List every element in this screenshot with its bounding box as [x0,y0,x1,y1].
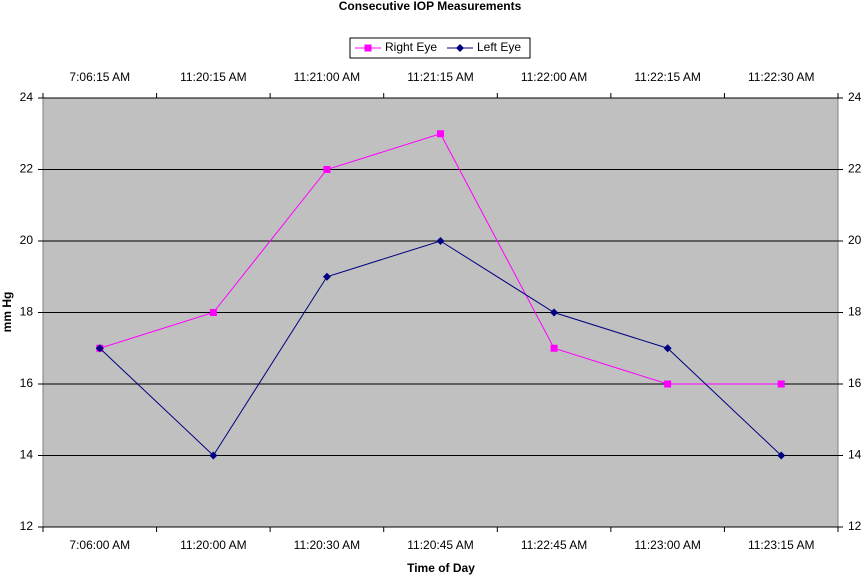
legend-marker [456,44,464,52]
x-tick-label: 11:20:00 AM [180,538,247,552]
y2-tick-label: 14 [848,448,862,462]
y2-tick-label: 24 [848,90,862,104]
x-tick-label: 11:20:30 AM [294,538,361,552]
x2-tick-label: 11:21:15 AM [407,70,474,84]
x2-tick-label: 11:20:15 AM [180,70,247,84]
x-tick-label: 11:20:45 AM [407,538,474,552]
x-axis-label: Time of Day [407,561,475,575]
marker [209,309,217,316]
x-tick-label: 11:23:00 AM [634,538,701,552]
x2-tick-label: 7:06:15 AM [69,70,130,84]
x-tick-label: 11:23:15 AM [748,538,815,552]
y-tick-label: 24 [20,90,34,104]
x2-tick-label: 11:22:00 AM [521,70,588,84]
marker [323,166,331,173]
x2-tick-label: 11:22:30 AM [748,70,815,84]
marker [436,237,445,245]
y2-tick-label: 12 [848,519,862,533]
legend-box [349,37,531,59]
legend-label: Right Eye [385,40,437,54]
marker [437,130,444,138]
x2-tick-label: 11:22:15 AM [634,70,701,84]
y2-tick-label: 22 [848,162,862,176]
y-tick-label: 18 [20,305,34,319]
y-tick-label: 22 [20,162,34,176]
y-tick-label: 14 [20,448,34,462]
marker [664,380,672,388]
y2-tick-label: 16 [848,376,862,390]
marker [550,308,559,317]
marker [550,344,558,352]
marker [322,272,331,281]
marker [777,380,785,388]
x2-tick-label: 11:21:00 AM [294,70,361,84]
legend-label: Left Eye [477,40,521,54]
legend-marker [364,44,372,52]
marker [663,344,672,353]
chart-title: Consecutive IOP Measurements [339,0,522,13]
y-tick-label: 16 [20,376,34,390]
x-tick-label: 7:06:00 AM [69,538,130,552]
y2-tick-label: 18 [848,305,862,319]
y-tick-label: 12 [20,519,34,533]
marker [777,451,786,460]
y-tick-label: 20 [20,233,34,247]
y-axis-label: mm Hg [0,292,14,333]
x-tick-label: 11:22:45 AM [521,538,588,552]
y2-tick-label: 20 [848,233,862,247]
marker [95,344,104,353]
marker [209,451,218,460]
